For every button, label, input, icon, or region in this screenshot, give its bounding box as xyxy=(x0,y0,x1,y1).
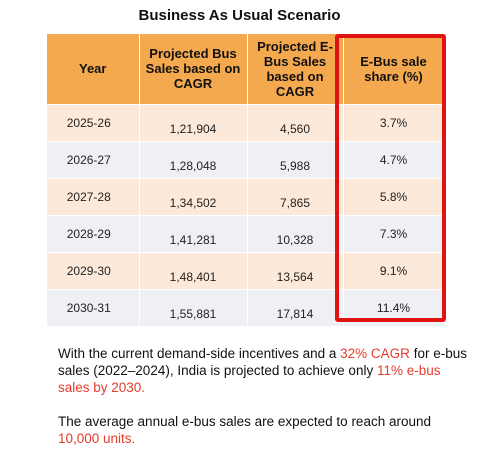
header-ebus-sales: Projected E-Bus Sales based on CAGR xyxy=(247,34,344,104)
highlight-average-units: 10,000 units. xyxy=(58,431,136,446)
paragraph-text: The average annual e-bus sales are expec… xyxy=(58,414,431,429)
table-row: 2025-26 1,21,904 4,560 3.7% xyxy=(47,103,445,141)
table-row: 2027-28 1,34,502 7,865 5.8% xyxy=(47,177,445,215)
cell-ebus-sales: 4,560 xyxy=(247,103,344,141)
cell-bus-sales: 1,21,904 xyxy=(139,103,248,141)
cell-bus-sales: 1,34,502 xyxy=(139,177,248,215)
cell-year: 2026-27 xyxy=(47,140,140,178)
cell-ebus-sales: 10,328 xyxy=(247,214,344,252)
chart-title: Business As Usual Scenario xyxy=(138,7,341,24)
cell-ebus-share: 4.7% xyxy=(343,140,445,178)
header-row: Year Projected Bus Sales based on CAGR P… xyxy=(47,34,445,104)
cell-ebus-share: 7.3% xyxy=(343,214,445,252)
summary-paragraph-cagr: With the current demand-side incentives … xyxy=(58,345,468,396)
cell-ebus-sales: 7,865 xyxy=(247,177,344,215)
highlight-share-2030: 11% e-bus sales by 2030. xyxy=(58,363,441,395)
paragraph-text: With the current demand-side incentives … xyxy=(58,346,341,361)
table-row: 2028-29 1,41,281 10,328 7.3% xyxy=(47,214,445,252)
cell-year: 2028-29 xyxy=(47,214,140,252)
cell-ebus-share: 3.7% xyxy=(343,103,445,141)
header-year: Year xyxy=(47,34,140,104)
cell-bus-sales: 1,48,401 xyxy=(139,251,248,289)
cell-ebus-sales: 5,988 xyxy=(247,140,344,178)
projection-table: Year Projected Bus Sales based on CAGR P… xyxy=(47,34,445,326)
cell-year: 2029-30 xyxy=(47,251,140,289)
cell-year: 2030-31 xyxy=(47,288,140,326)
highlight-cagr: 32% CAGR xyxy=(340,346,410,361)
table-row: 2029-30 1,48,401 13,564 9.1% xyxy=(47,251,445,289)
cell-ebus-share: 11.4% xyxy=(343,288,445,326)
cell-ebus-sales: 13,564 xyxy=(247,251,344,289)
cell-ebus-sales: 17,814 xyxy=(247,288,344,326)
table-body: 2025-26 1,21,904 4,560 3.7% 2026-27 1,28… xyxy=(47,103,445,326)
cell-bus-sales: 1,28,048 xyxy=(139,140,248,178)
cell-year: 2025-26 xyxy=(47,103,140,141)
cell-ebus-share: 9.1% xyxy=(343,251,445,289)
paragraph-text: for e-bus sales (2022–2024), India is pr… xyxy=(58,346,467,378)
summary-paragraph-average: The average annual e-bus sales are expec… xyxy=(58,413,468,447)
cell-bus-sales: 1,41,281 xyxy=(139,214,248,252)
cell-ebus-share: 5.8% xyxy=(343,177,445,215)
table-row: 2030-31 1,55,881 17,814 11.4% xyxy=(47,288,445,326)
header-ebus-share: E-Bus sale share (%) xyxy=(343,34,445,104)
header-bus-sales: Projected Bus Sales based on CAGR xyxy=(139,34,248,104)
cell-bus-sales: 1,55,881 xyxy=(139,288,248,326)
table-row: 2026-27 1,28,048 5,988 4.7% xyxy=(47,140,445,178)
cell-year: 2027-28 xyxy=(47,177,140,215)
table-header: Year Projected Bus Sales based on CAGR P… xyxy=(47,34,445,104)
